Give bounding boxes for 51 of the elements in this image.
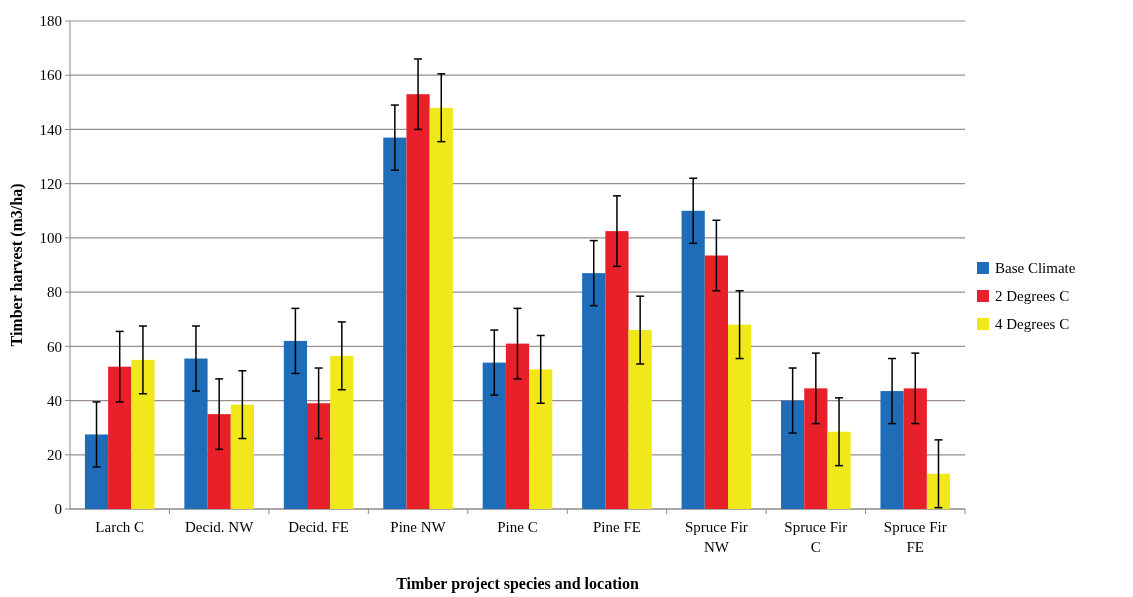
bar bbox=[903, 388, 927, 509]
y-tick-label: 120 bbox=[39, 175, 62, 192]
bar bbox=[283, 340, 308, 509]
y-tick-label: 100 bbox=[39, 230, 62, 247]
y-tick-label: 140 bbox=[39, 121, 62, 138]
bar bbox=[727, 324, 752, 509]
x-tick-label: Decid. NW bbox=[185, 519, 255, 535]
bar bbox=[529, 369, 553, 509]
bar bbox=[804, 388, 828, 509]
bar bbox=[505, 343, 530, 509]
bar bbox=[681, 210, 705, 509]
y-tick-label: 0 bbox=[54, 501, 62, 518]
bar bbox=[406, 94, 430, 509]
x-axis-title: Timber project species and location bbox=[396, 575, 639, 593]
bar bbox=[482, 362, 506, 509]
legend-label: 2 Degrees C bbox=[995, 288, 1070, 305]
x-tick-label: Pine NW bbox=[390, 519, 447, 535]
x-tick-label: Spruce Fir C bbox=[784, 519, 848, 555]
bar bbox=[605, 231, 629, 509]
bar bbox=[781, 400, 805, 509]
bar bbox=[184, 358, 208, 509]
bar bbox=[704, 255, 728, 509]
y-tick-label: 80 bbox=[47, 284, 62, 301]
bar bbox=[207, 414, 231, 509]
legend-label: Base Climate bbox=[995, 260, 1076, 277]
x-tick-label: Pine FE bbox=[592, 519, 641, 535]
bar bbox=[827, 431, 851, 509]
bar bbox=[84, 434, 109, 509]
bar bbox=[131, 359, 155, 509]
bar bbox=[307, 403, 331, 509]
bar bbox=[582, 273, 606, 509]
x-tick-label: Pine C bbox=[497, 519, 538, 535]
x-tick-label: Spruce Fir NW bbox=[684, 519, 748, 555]
bar bbox=[880, 391, 904, 509]
x-tick-label: Decid. FE bbox=[288, 519, 350, 535]
bar bbox=[330, 355, 354, 509]
bar bbox=[108, 366, 132, 509]
x-tick-label: Spruce Fir FE bbox=[883, 519, 947, 555]
bar bbox=[383, 137, 407, 509]
bar bbox=[628, 330, 652, 509]
y-tick-label: 40 bbox=[47, 392, 62, 409]
x-tick-label: Larch C bbox=[95, 519, 145, 535]
y-axis-title: Timber harvest (m3/ha) bbox=[8, 183, 26, 347]
bar bbox=[926, 473, 951, 509]
bar bbox=[230, 404, 254, 509]
y-tick-label: 180 bbox=[39, 13, 62, 30]
legend-label: 4 Degrees C bbox=[995, 316, 1070, 333]
y-tick-label: 60 bbox=[47, 338, 62, 355]
y-tick-label: 20 bbox=[47, 447, 62, 464]
y-tick-label: 160 bbox=[39, 67, 62, 84]
bar bbox=[429, 107, 453, 509]
